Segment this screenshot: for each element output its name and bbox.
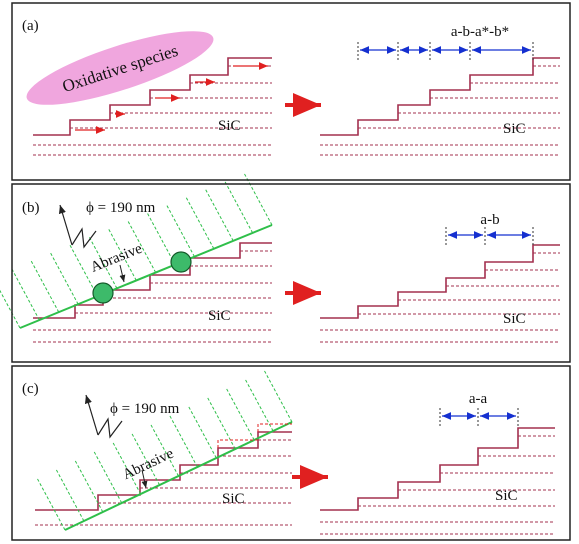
figure: Oxidative species (a) SiC SiC a-b-a*-b* … xyxy=(0,0,579,544)
drawing xyxy=(0,42,560,534)
step-profile xyxy=(320,428,555,510)
step-profile xyxy=(33,243,272,318)
wavelength-label: ϕ = 190 nm xyxy=(86,200,156,216)
hatch-line xyxy=(188,406,216,458)
wave xyxy=(98,419,122,437)
hatch-line xyxy=(37,478,65,530)
abrasive-label: Abrasive xyxy=(120,446,176,484)
depth-arrow xyxy=(120,265,124,282)
panel-label: (b) xyxy=(22,200,40,216)
hatch-line xyxy=(226,388,254,440)
material-label: SiC xyxy=(503,121,526,137)
hatch-line xyxy=(207,397,235,449)
step-profile xyxy=(320,245,560,318)
hatch-line xyxy=(166,205,194,257)
material-label: SiC xyxy=(208,308,231,324)
hatch-line xyxy=(31,260,59,312)
material-label: SiC xyxy=(503,311,526,327)
step-profile xyxy=(35,432,292,510)
light-arrow xyxy=(60,205,72,245)
hatch-line xyxy=(0,276,20,328)
panel-label: (a) xyxy=(22,18,39,34)
wavelength-label: ϕ = 190 nm xyxy=(110,401,180,417)
hatch-line xyxy=(244,173,272,225)
hatch-line xyxy=(205,189,233,241)
abrasive-label: Abrasive xyxy=(88,241,145,276)
hatch-line xyxy=(245,379,273,431)
hatch-line xyxy=(225,181,253,233)
abrasive-particle xyxy=(93,283,113,303)
hatch-line xyxy=(147,213,175,265)
step-label: a-b-a*-b* xyxy=(451,24,509,40)
abrasive-particle xyxy=(171,252,191,272)
hatch-line xyxy=(186,197,214,249)
hatch-line xyxy=(11,268,39,320)
hatch-line xyxy=(50,252,78,304)
step-label: a-a xyxy=(469,391,488,407)
light-arrow xyxy=(86,395,98,435)
wave xyxy=(72,229,96,247)
material-label: SiC xyxy=(218,118,241,134)
step-label: a-b xyxy=(480,212,499,228)
panel-label: (c) xyxy=(22,381,39,397)
material-label: SiC xyxy=(495,488,518,504)
material-label: SiC xyxy=(222,491,245,507)
hatch-line xyxy=(264,370,292,422)
hatch-line xyxy=(56,469,84,521)
